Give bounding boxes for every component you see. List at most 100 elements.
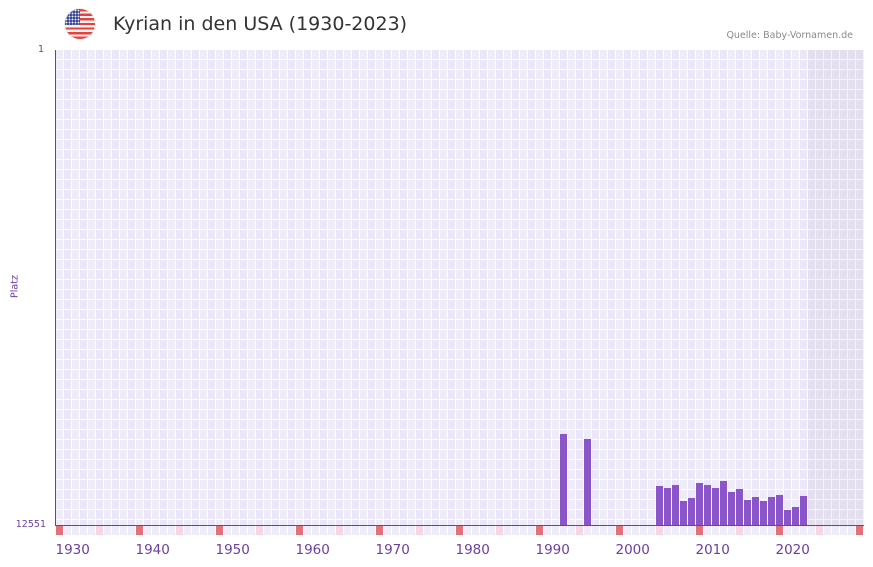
year-marker	[87, 526, 95, 535]
year-marker	[271, 526, 279, 535]
flag-canton	[65, 9, 80, 25]
year-marker	[791, 526, 799, 535]
year-marker	[471, 526, 479, 535]
year-marker	[711, 526, 719, 535]
year-marker	[487, 526, 495, 535]
year-marker	[631, 526, 639, 535]
year-marker	[415, 526, 423, 535]
year-marker	[351, 526, 359, 535]
year-marker	[847, 526, 855, 535]
year-marker	[783, 526, 791, 535]
bar-2019[interactable]	[767, 496, 775, 525]
bar-2020[interactable]	[775, 494, 783, 525]
year-marker	[599, 526, 607, 535]
bar-2006[interactable]	[663, 487, 671, 525]
year-marker	[191, 526, 199, 535]
bar-2007[interactable]	[671, 484, 679, 525]
year-marker	[111, 526, 119, 535]
year-marker	[519, 526, 527, 535]
bar-2021[interactable]	[783, 509, 791, 525]
year-marker	[479, 526, 487, 535]
bar-2012[interactable]	[711, 487, 719, 525]
bar-1993[interactable]	[559, 433, 567, 525]
year-marker	[159, 526, 167, 535]
year-marker	[431, 526, 439, 535]
year-marker	[63, 526, 71, 535]
year-marker	[527, 526, 535, 535]
year-marker	[183, 526, 191, 535]
year-marker	[143, 526, 151, 535]
bar-2009[interactable]	[687, 497, 695, 525]
year-marker	[663, 526, 671, 535]
year-marker	[735, 526, 743, 535]
year-marker	[551, 526, 559, 535]
year-marker	[615, 526, 623, 535]
year-marker	[759, 526, 767, 535]
x-tick-label: 1990	[535, 542, 570, 558]
year-marker	[503, 526, 511, 535]
x-tick-label: 1970	[375, 542, 410, 558]
year-marker	[95, 526, 103, 535]
year-marker	[391, 526, 399, 535]
x-tick-label: 2000	[615, 542, 650, 558]
bar-2008[interactable]	[679, 500, 687, 525]
bar-2010[interactable]	[695, 482, 703, 525]
year-marker	[767, 526, 775, 535]
bar-2022[interactable]	[791, 506, 799, 525]
year-marker	[215, 526, 223, 535]
year-marker	[455, 526, 463, 535]
bar-2018[interactable]	[759, 500, 767, 525]
x-tick-label: 1940	[135, 542, 170, 558]
year-marker	[375, 526, 383, 535]
x-axis-line	[54, 524, 864, 526]
year-marker	[207, 526, 215, 535]
year-marker	[247, 526, 255, 535]
bar-2016[interactable]	[743, 499, 751, 525]
year-marker	[607, 526, 615, 535]
year-marker	[447, 526, 455, 535]
year-marker	[679, 526, 687, 535]
year-marker	[383, 526, 391, 535]
bar-2013[interactable]	[719, 480, 727, 525]
year-marker	[407, 526, 415, 535]
bar-2014[interactable]	[727, 491, 735, 525]
bar-2015[interactable]	[735, 488, 743, 525]
year-marker	[367, 526, 375, 535]
year-marker	[175, 526, 183, 535]
year-marker	[287, 526, 295, 535]
bar-2017[interactable]	[751, 496, 759, 525]
year-marker	[327, 526, 335, 535]
chart-title: Kyrian in den USA (1930-2023)	[113, 13, 408, 35]
year-marker	[119, 526, 127, 535]
y-axis-bottom-tick: 12551	[15, 519, 46, 530]
bar-1996[interactable]	[583, 438, 591, 525]
year-marker	[343, 526, 351, 535]
year-marker	[839, 526, 847, 535]
year-marker	[263, 526, 271, 535]
x-tick-label: 2010	[695, 542, 730, 558]
plot-area	[55, 50, 864, 525]
future-shaded-region	[807, 50, 864, 525]
year-marker	[855, 526, 863, 535]
y-axis-title: Platz	[9, 275, 21, 298]
year-marker	[71, 526, 79, 535]
year-marker	[543, 526, 551, 535]
year-marker	[639, 526, 647, 535]
year-marker	[535, 526, 543, 535]
year-marker	[335, 526, 343, 535]
year-marker	[199, 526, 207, 535]
bar-2011[interactable]	[703, 484, 711, 525]
year-marker	[303, 526, 311, 535]
year-marker	[279, 526, 287, 535]
year-marker	[223, 526, 231, 535]
bar-2023[interactable]	[799, 495, 807, 525]
year-marker	[103, 526, 111, 535]
x-tick-label: 1980	[455, 542, 490, 558]
bar-2005[interactable]	[655, 485, 663, 525]
year-marker	[743, 526, 751, 535]
year-marker	[655, 526, 663, 535]
year-marker	[719, 526, 727, 535]
x-tick-label: 1930	[55, 542, 90, 558]
y-axis-line	[54, 50, 56, 526]
year-marker	[647, 526, 655, 535]
